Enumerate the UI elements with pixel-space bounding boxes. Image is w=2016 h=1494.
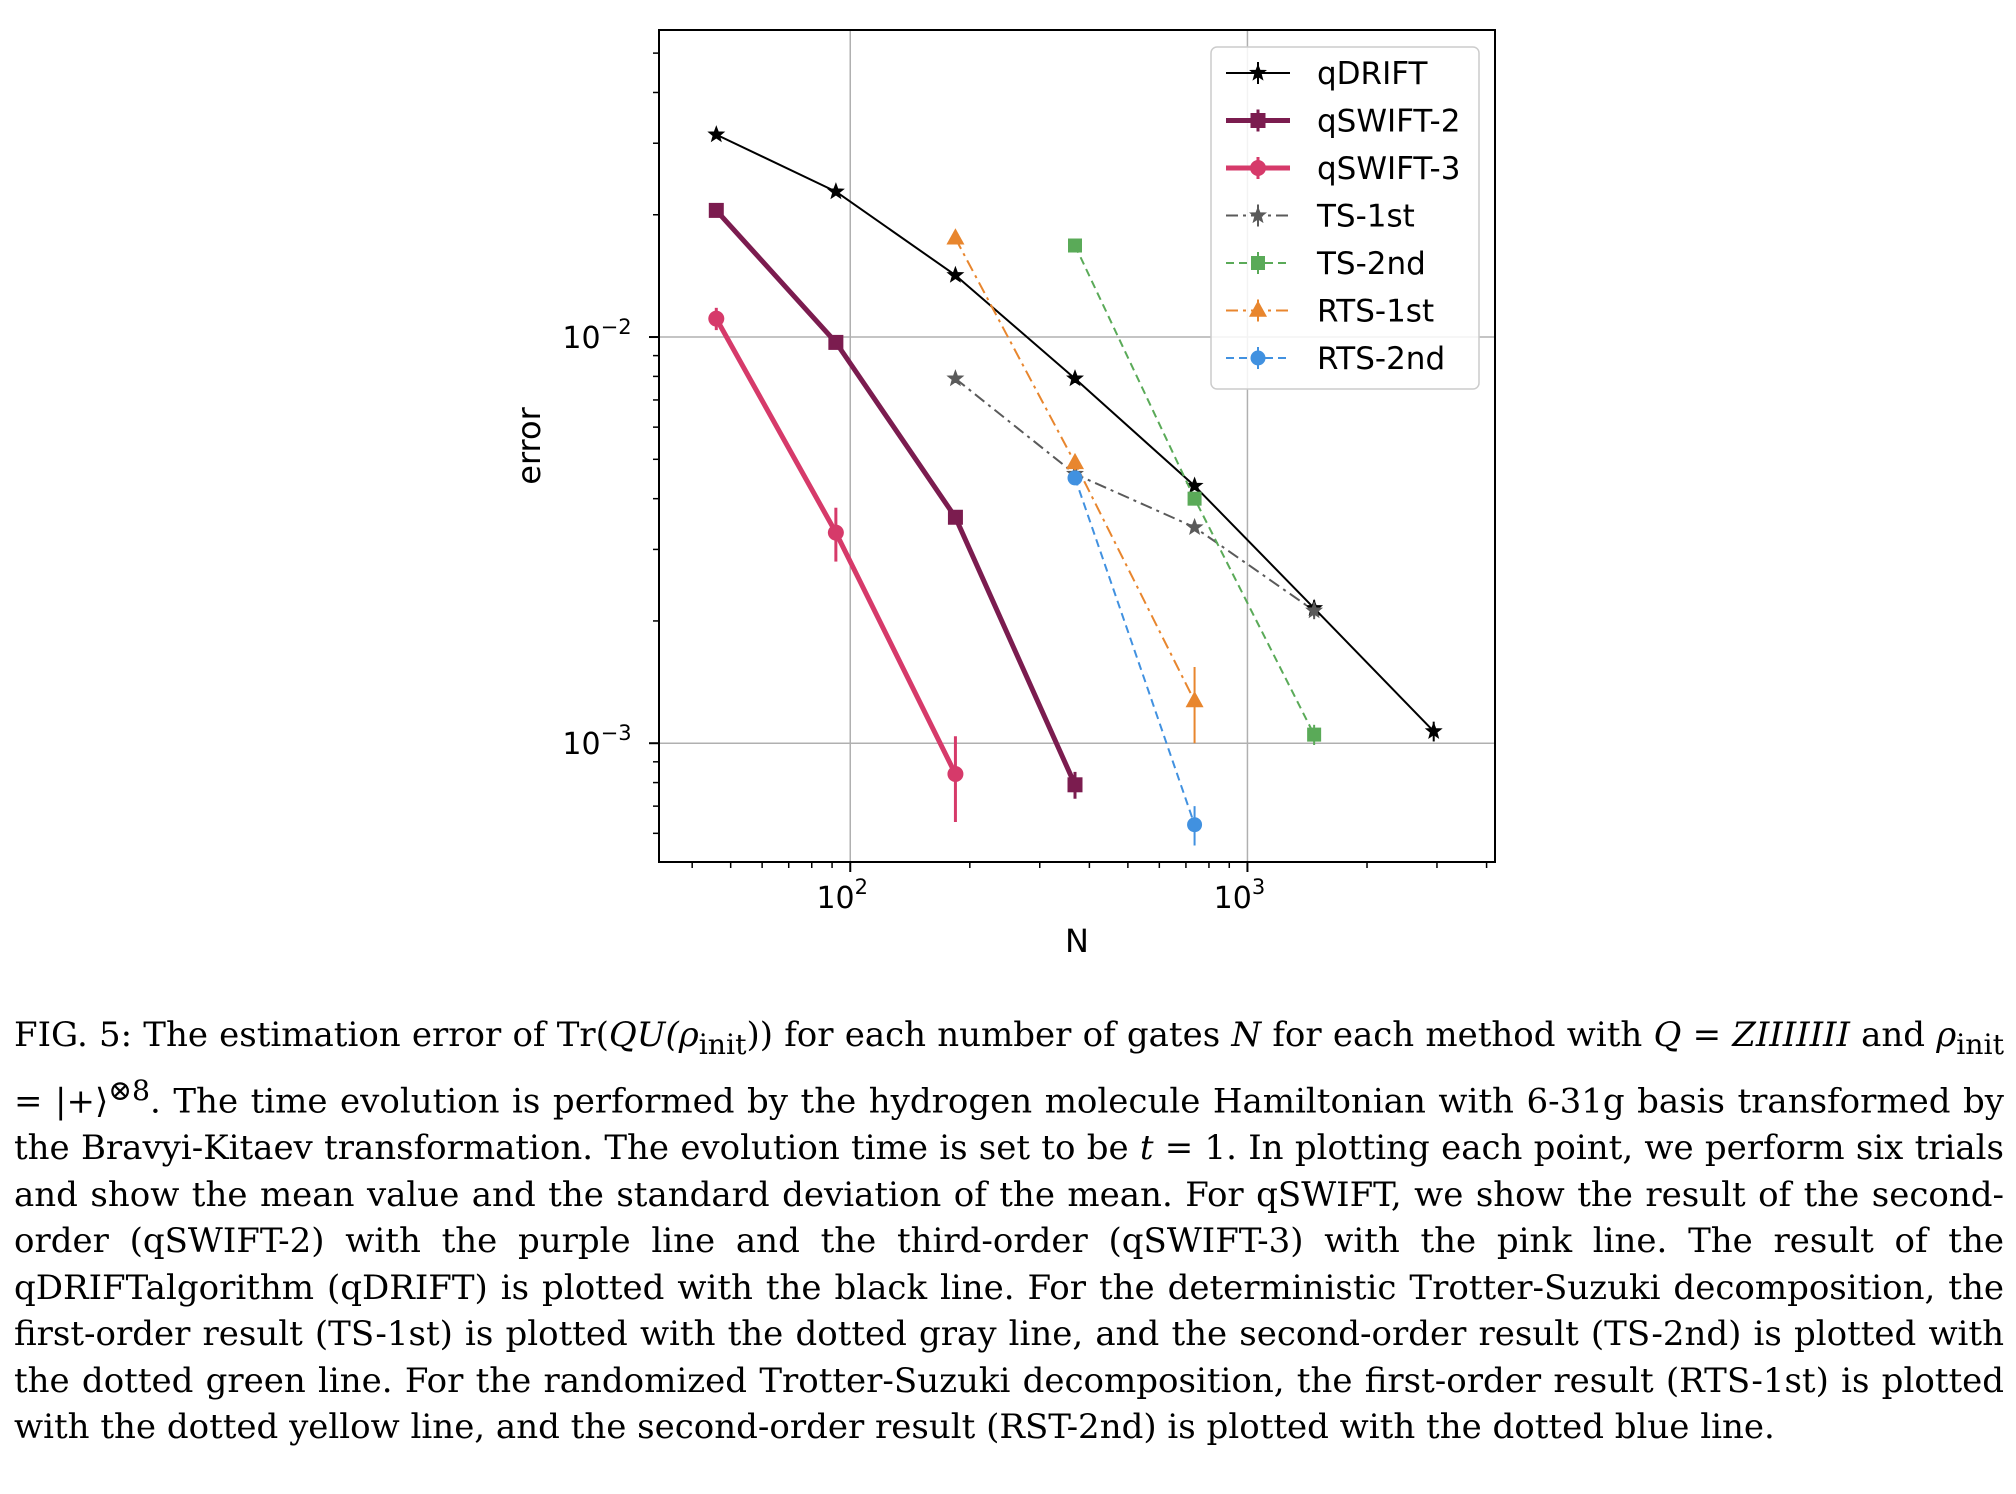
x-axis-label: N <box>1065 922 1089 960</box>
caption-part: )) for each number of gates <box>746 1015 1232 1055</box>
caption-part: and <box>1849 1015 1937 1055</box>
x-tick-label: 103 <box>1214 875 1266 916</box>
data-point <box>828 334 844 350</box>
data-point <box>946 265 965 283</box>
data-point <box>1187 817 1203 833</box>
caption-fig-label: FIG. 5: <box>14 1015 133 1055</box>
data-point <box>708 202 724 218</box>
data-point <box>947 509 963 525</box>
y-tick-exponent: −2 <box>601 315 632 339</box>
legend-marker <box>1250 350 1266 366</box>
series-line <box>954 377 1315 612</box>
data-point <box>708 310 725 327</box>
series-RTS-1st <box>946 228 1204 744</box>
series-line <box>1074 477 1196 826</box>
data-point <box>1066 452 1085 470</box>
legend-label: qSWIFT-2 <box>1317 104 1460 140</box>
legend-label: RTS-1st <box>1317 294 1434 330</box>
data-point <box>827 524 844 541</box>
figure-caption: FIG. 5: The estimation error of Tr(QU(ρi… <box>14 1012 2004 1451</box>
data-point <box>947 765 964 782</box>
caption-math: N <box>1231 1015 1262 1055</box>
legend-entry: RTS-1st <box>1226 294 1434 330</box>
data-point <box>1187 491 1202 506</box>
series-TS-2nd <box>1068 238 1322 745</box>
caption-part: . In plotting each point, we perform six… <box>14 1128 2004 1448</box>
caption-math: = |+⟩ <box>14 1081 109 1122</box>
series-layer <box>707 125 1443 846</box>
legend-marker <box>1249 300 1267 317</box>
series-qSWIFT-2 <box>708 202 1083 799</box>
legend-marker <box>1250 113 1266 128</box>
data-point <box>1185 691 1204 708</box>
caption-math: (ρ <box>665 1015 699 1055</box>
y-tick-base: 10 <box>562 321 600 356</box>
legend-marker <box>1249 63 1267 81</box>
y-tick-label: 10−3 <box>562 721 631 762</box>
x-tick-base: 10 <box>1214 881 1252 916</box>
data-point <box>1068 238 1083 253</box>
caption-math: ρ <box>1936 1015 1957 1055</box>
legend-entry: qDRIFT <box>1226 56 1429 92</box>
series-RTS-2nd <box>1067 470 1203 846</box>
data-point <box>1305 601 1324 619</box>
legend-box <box>1210 46 1480 390</box>
data-point <box>946 369 965 387</box>
legend: qDRIFT qSWIFT-2 qSWIFT-3 TS-1st TS-2nd RTS-1s… <box>1210 46 1480 390</box>
x-tick-base: 10 <box>816 881 854 916</box>
figure: 102 103 10−2 10−3 N error qDRIFT qSWIFT-2 qSW… <box>510 29 1496 960</box>
caption-sub: init <box>1956 1027 2004 1061</box>
data-point <box>1067 470 1083 486</box>
data-point <box>1307 727 1322 742</box>
legend-label: qDRIFT <box>1317 56 1429 92</box>
data-point <box>1424 721 1443 739</box>
plot-frame <box>658 29 1496 863</box>
legend-marker <box>1250 160 1266 176</box>
caption-math: t <box>1139 1128 1154 1169</box>
y-tick-exponent: −3 <box>601 721 632 745</box>
legend-label: qSWIFT-3 <box>1317 151 1460 187</box>
legend-entry: qSWIFT-3 <box>1226 151 1460 187</box>
caption-sub: init <box>698 1027 747 1061</box>
caption-sup: ⊗8 <box>108 1074 151 1108</box>
series-TS-1st <box>946 369 1324 620</box>
data-point <box>946 228 965 245</box>
caption-math: Q <box>1653 1015 1682 1055</box>
legend-entry: qSWIFT-2 <box>1226 104 1460 140</box>
series-line <box>714 208 1078 786</box>
data-point <box>1066 369 1084 387</box>
caption-math: = ZIIIIIII <box>1681 1015 1850 1055</box>
data-point <box>1185 476 1204 494</box>
caption-math: QU <box>608 1015 666 1055</box>
data-point <box>826 182 845 200</box>
caption-math: = 1 <box>1153 1128 1227 1169</box>
caption-part: The estimation error of Tr( <box>132 1015 609 1055</box>
x-tick-label: 102 <box>816 875 868 916</box>
legend-label: RTS-2nd <box>1317 341 1445 377</box>
data-point <box>1067 777 1083 793</box>
legend-marker <box>1251 256 1265 270</box>
caption-part: . The time evolution is performed by the… <box>14 1081 2004 1169</box>
data-point <box>1185 517 1204 535</box>
x-tick-exponent: 3 <box>1252 875 1265 899</box>
caption-text: FIG. 5: The estimation error of Tr(QU(ρi… <box>14 1012 2004 1451</box>
legend-entry: TS-1st <box>1226 199 1415 235</box>
x-tick-exponent: 2 <box>855 875 868 899</box>
legend-marker <box>1249 206 1267 224</box>
caption-part: for each method with <box>1261 1015 1654 1055</box>
y-axis-label: error <box>510 406 548 484</box>
legend-entry: TS-2nd <box>1226 246 1426 282</box>
legend-entry: RTS-2nd <box>1226 341 1445 377</box>
y-tick-base: 10 <box>562 727 600 762</box>
y-tick-label: 10−2 <box>562 315 631 356</box>
series-qSWIFT-3 <box>708 307 964 822</box>
data-point <box>707 125 726 143</box>
legend-label: TS-1st <box>1316 199 1415 235</box>
legend-label: TS-2nd <box>1316 246 1426 282</box>
